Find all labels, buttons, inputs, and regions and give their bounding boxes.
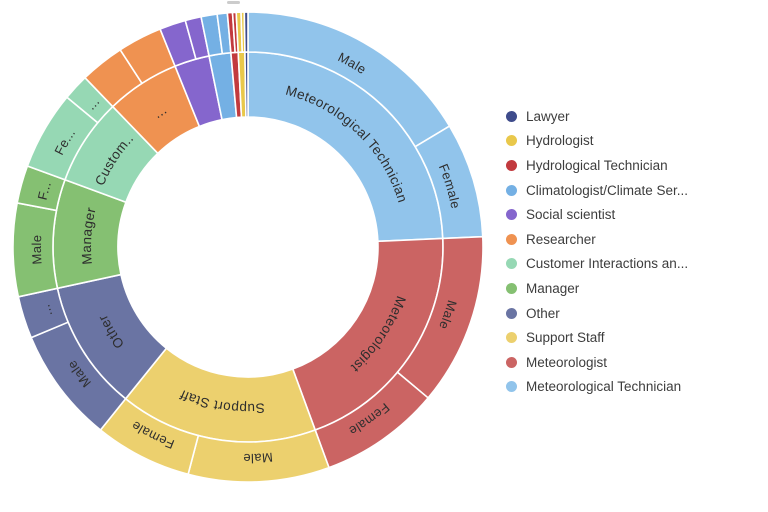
legend-item-label: Climatologist/Climate Ser... bbox=[526, 182, 689, 198]
legend-color-dot bbox=[506, 307, 517, 319]
legend-color-dot bbox=[506, 233, 517, 245]
legend-item-label: Other bbox=[526, 305, 560, 321]
legend: Lawyer Hydrologist Hydrological Technician… bbox=[506, 104, 688, 399]
legend-color-dot bbox=[506, 184, 517, 196]
legend-item-label: Support Staff bbox=[526, 330, 605, 346]
legend-color-dot bbox=[506, 381, 517, 393]
legend-item-label: Researcher bbox=[526, 231, 596, 247]
legend-item-social-scientist[interactable]: Social scientist bbox=[506, 202, 688, 227]
legend-item-hydrologist[interactable]: Hydrologist bbox=[506, 129, 688, 154]
legend-item-label: Lawyer bbox=[526, 108, 570, 124]
legend-color-dot bbox=[506, 209, 517, 221]
segment-label: Male bbox=[29, 234, 45, 265]
segment-lawyer[interactable] bbox=[244, 51, 249, 118]
segment-label: Manager bbox=[79, 206, 99, 266]
legend-item-climatologist-climate-ser[interactable]: Climatologist/Climate Ser... bbox=[506, 178, 688, 203]
legend-item-other[interactable]: Other bbox=[506, 301, 688, 326]
legend-item-label: Manager bbox=[526, 280, 580, 296]
legend-item-hydrological-technician[interactable]: Hydrological Technician bbox=[506, 153, 688, 178]
legend-item-support-staff[interactable]: Support Staff bbox=[506, 325, 688, 350]
segment-label: ... bbox=[37, 303, 55, 319]
legend-color-dot bbox=[506, 356, 517, 368]
legend-color-dot bbox=[506, 258, 517, 270]
legend-item-lawyer[interactable]: Lawyer bbox=[506, 104, 688, 129]
legend-item-meteorological-technician[interactable]: Meteorological Technician bbox=[506, 375, 688, 400]
legend-color-dot bbox=[506, 332, 517, 344]
legend-item-manager[interactable]: Manager bbox=[506, 276, 688, 301]
legend-color-dot bbox=[506, 110, 517, 122]
legend-item-meteorologist[interactable]: Meteorologist bbox=[506, 350, 688, 375]
legend-item-label: Hydrological Technician bbox=[526, 157, 668, 173]
legend-item-researcher[interactable]: Researcher bbox=[506, 227, 688, 252]
legend-item-label: Social scientist bbox=[526, 207, 616, 223]
legend-color-dot bbox=[506, 159, 517, 171]
legend-item-label: Meteorological Technician bbox=[526, 379, 682, 395]
clipped-label-artifact bbox=[227, 1, 240, 4]
legend-item-customer-interactions-an[interactable]: Customer Interactions an... bbox=[506, 252, 688, 277]
legend-item-label: Meteorologist bbox=[526, 354, 608, 370]
legend-color-dot bbox=[506, 282, 517, 294]
legend-item-label: Customer Interactions an... bbox=[526, 256, 689, 272]
legend-color-dot bbox=[506, 135, 517, 147]
segment-label: Male bbox=[243, 450, 274, 466]
segment-label: F... bbox=[35, 179, 54, 201]
legend-item-label: Hydrologist bbox=[526, 133, 594, 149]
segment-lawyer-part0[interactable] bbox=[243, 11, 249, 53]
